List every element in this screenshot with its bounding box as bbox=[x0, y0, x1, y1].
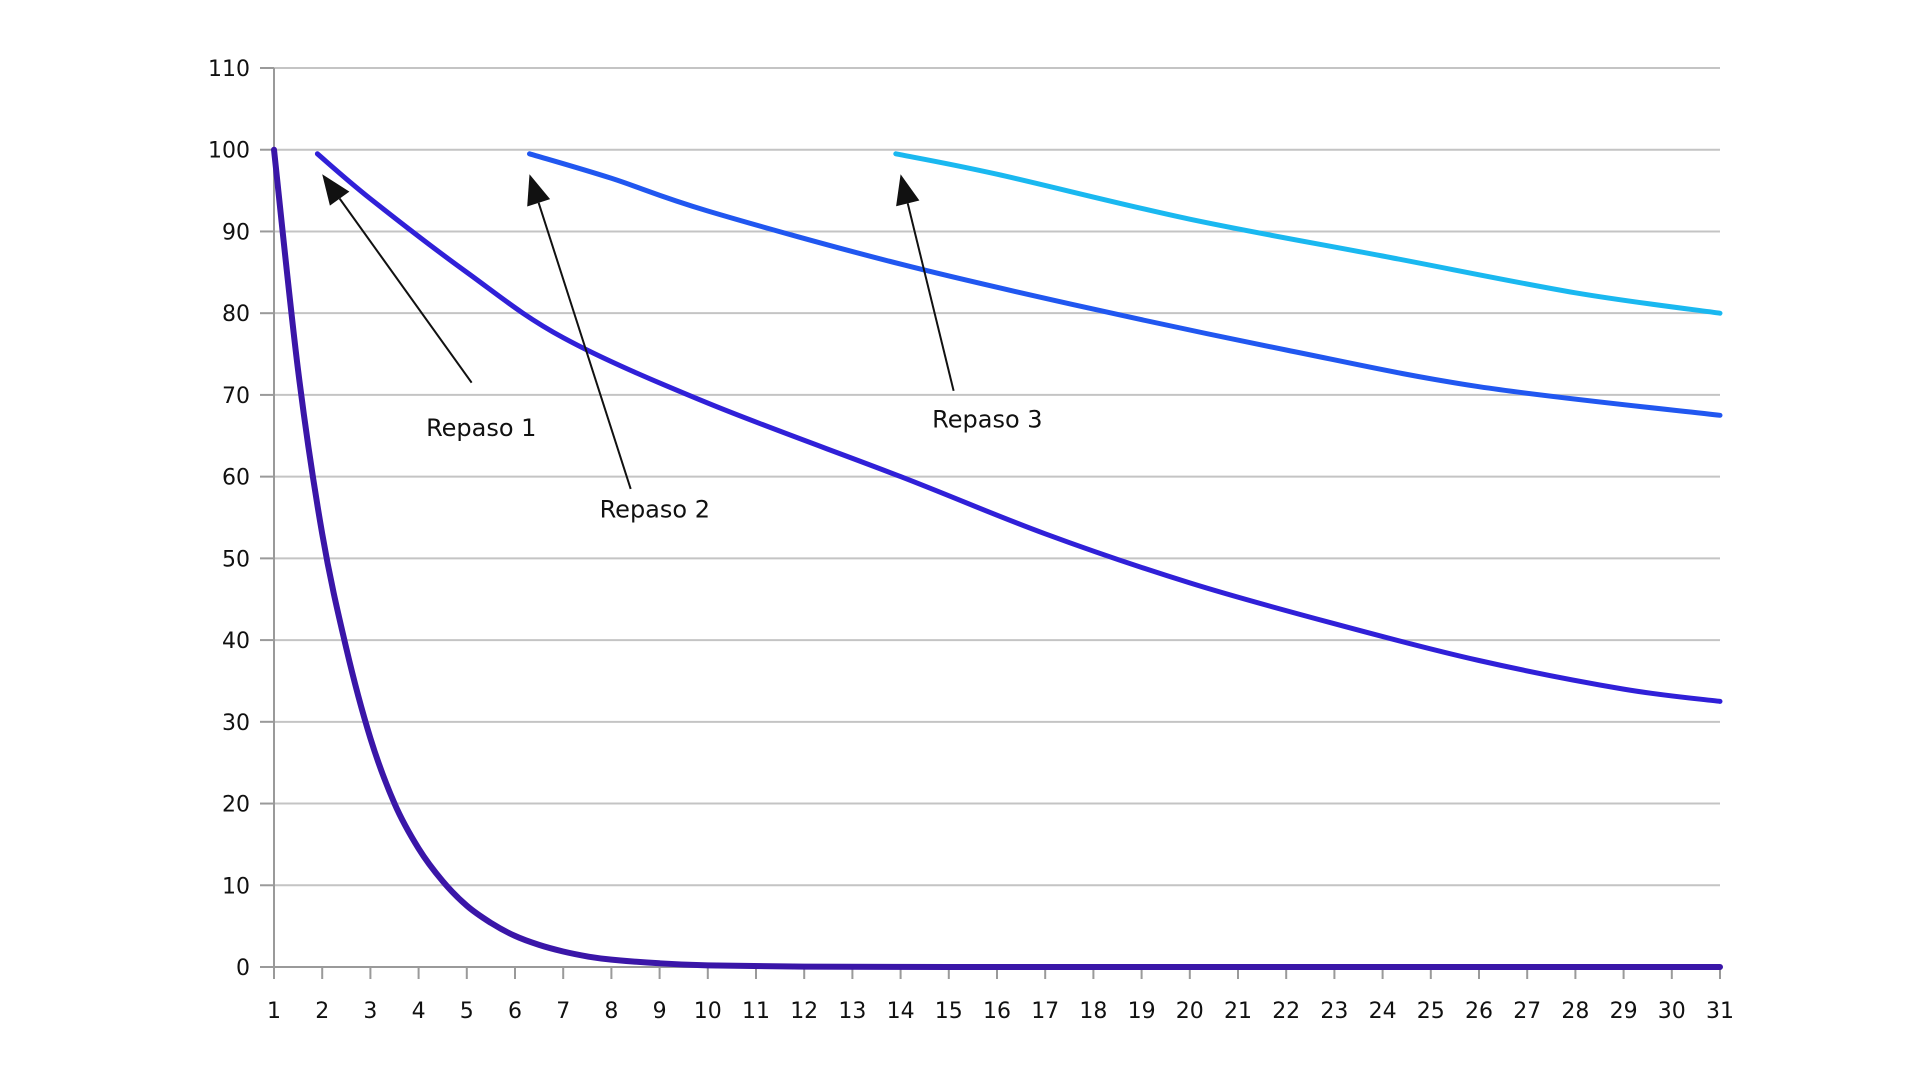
annotation-label-3: Repaso 3 bbox=[932, 406, 1042, 434]
y-tick-label: 50 bbox=[222, 547, 250, 572]
series-line-4 bbox=[893, 151, 1723, 316]
x-tick-label: 4 bbox=[412, 999, 426, 1024]
x-tick-label: 27 bbox=[1513, 999, 1541, 1024]
annotation-arrowhead-3 bbox=[896, 174, 920, 207]
annotation-arrow-3 bbox=[906, 203, 955, 392]
x-tick-label: 11 bbox=[742, 999, 770, 1024]
x-tick-label: 18 bbox=[1079, 999, 1107, 1024]
x-tick-label: 12 bbox=[790, 999, 818, 1024]
x-tick-label: 23 bbox=[1320, 999, 1348, 1024]
x-tick-label: 31 bbox=[1706, 999, 1734, 1024]
y-tick-label: 40 bbox=[222, 629, 250, 654]
series-layer bbox=[271, 146, 1723, 971]
x-tick-label: 8 bbox=[604, 999, 618, 1024]
y-tick-label: 0 bbox=[236, 956, 250, 981]
x-tick-label: 5 bbox=[460, 999, 474, 1024]
annotation-arrowhead-2 bbox=[527, 174, 551, 207]
series-line-2 bbox=[314, 151, 1723, 704]
x-tick-label: 26 bbox=[1465, 999, 1493, 1024]
annotation-arrow-1 bbox=[338, 198, 473, 384]
y-tick-label: 90 bbox=[222, 220, 250, 245]
annotation-label-2: Repaso 2 bbox=[600, 496, 710, 524]
x-tick-label: 1 bbox=[267, 999, 281, 1024]
x-tick-label: 10 bbox=[694, 999, 722, 1024]
x-tick-label: 20 bbox=[1176, 999, 1204, 1024]
annotation-arrow-2 bbox=[537, 202, 632, 490]
x-tick-label: 15 bbox=[935, 999, 963, 1024]
x-tick-label: 6 bbox=[508, 999, 522, 1024]
y-tick-label: 70 bbox=[222, 384, 250, 409]
x-tick-label: 19 bbox=[1128, 999, 1156, 1024]
x-tick-label: 30 bbox=[1658, 999, 1686, 1024]
x-tick-label: 28 bbox=[1561, 999, 1589, 1024]
y-tick-label: 80 bbox=[222, 302, 250, 327]
x-tick-label: 17 bbox=[1031, 999, 1059, 1024]
x-tick-label: 9 bbox=[653, 999, 667, 1024]
x-tick-label: 22 bbox=[1272, 999, 1300, 1024]
y-tick-label: 100 bbox=[208, 139, 250, 164]
y-tick-label: 20 bbox=[222, 793, 250, 818]
y-tick-label: 110 bbox=[208, 57, 250, 82]
x-tick-label: 2 bbox=[315, 999, 329, 1024]
series-line-3 bbox=[527, 151, 1723, 418]
y-tick-label: 30 bbox=[222, 711, 250, 736]
series-line-1 bbox=[271, 146, 1723, 971]
x-tick-label: 3 bbox=[363, 999, 377, 1024]
x-tick-label: 24 bbox=[1369, 999, 1397, 1024]
annotation-layer: Repaso 1 Repaso 2 Repaso 3 bbox=[322, 174, 1043, 524]
x-tick-label: 13 bbox=[838, 999, 866, 1024]
y-tick-label: 10 bbox=[222, 874, 250, 899]
y-tick-label: 60 bbox=[222, 466, 250, 491]
x-tick-label: 25 bbox=[1417, 999, 1445, 1024]
annotation-arrowhead-1 bbox=[322, 174, 350, 206]
x-tick-label: 29 bbox=[1610, 999, 1638, 1024]
x-tick-label: 14 bbox=[887, 999, 915, 1024]
x-tick-label: 16 bbox=[983, 999, 1011, 1024]
x-tick-label: 7 bbox=[556, 999, 570, 1024]
x-tick-label: 21 bbox=[1224, 999, 1252, 1024]
grid-layer bbox=[274, 67, 1720, 968]
annotation-label-1: Repaso 1 bbox=[426, 414, 536, 442]
